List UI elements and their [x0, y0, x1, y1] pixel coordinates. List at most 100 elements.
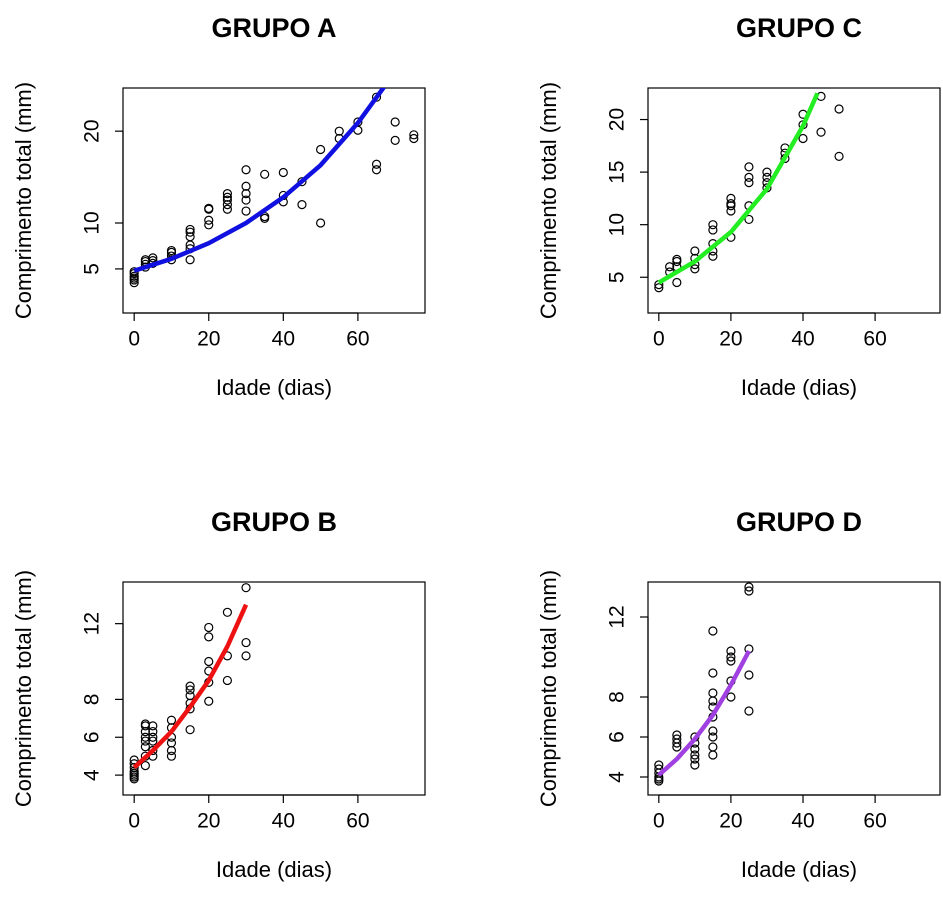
data-point [185, 255, 195, 265]
data-point [166, 738, 177, 748]
data-point [672, 734, 682, 744]
data-point [726, 206, 736, 216]
data-point [726, 199, 736, 209]
data-point [148, 732, 158, 742]
data-point [185, 224, 195, 235]
panel: GRUPO A Idade (dias) Comprimento total (mm… [11, 13, 426, 400]
panel: GRUPO B Idade (dias) Comprimento total (mm… [11, 507, 426, 882]
x-tick-label: 20 [197, 810, 220, 833]
data-point [834, 104, 844, 114]
plot-box [122, 87, 426, 314]
data-point [654, 283, 664, 293]
y-axis-label: Comprimento total (mm) [11, 570, 36, 807]
data-point [148, 253, 158, 263]
data-point [708, 225, 718, 235]
panel: GRUPO C Idade (dias) Comprimento total (mm… [536, 13, 941, 400]
data-point [166, 745, 177, 756]
data-point [708, 668, 718, 678]
data-point [672, 254, 682, 264]
panel-title: GRUPO C [736, 13, 862, 43]
fit-curve [132, 603, 249, 770]
data-point [148, 726, 158, 737]
data-point [260, 213, 270, 224]
y-tick-label: 4 [606, 771, 629, 783]
data-point [241, 181, 251, 191]
data-point [744, 162, 754, 172]
data-point [744, 670, 754, 680]
data-point [409, 130, 419, 140]
data-point [816, 127, 826, 137]
data-point [129, 278, 139, 288]
data-point [708, 220, 718, 230]
x-tick-label: 60 [863, 810, 886, 833]
data-point [726, 656, 736, 666]
data-point [140, 719, 150, 729]
data-point [185, 690, 195, 701]
data-point [708, 251, 718, 261]
data-point [744, 582, 754, 592]
data-point [690, 246, 700, 256]
y-tick-label: 12 [606, 605, 629, 628]
x-tick-label: 60 [863, 328, 886, 351]
data-point [726, 692, 736, 702]
data-point [762, 172, 772, 182]
data-point [222, 195, 232, 205]
y-tick-label: 10 [81, 211, 104, 234]
data-point [260, 169, 270, 179]
data-point [140, 761, 150, 771]
y-tick-label: 5 [81, 263, 104, 275]
y-tick-label: 6 [606, 731, 629, 743]
data-point [140, 721, 150, 731]
data-point [241, 195, 251, 205]
data-point [708, 750, 718, 760]
data-point [334, 126, 344, 136]
data-point [222, 204, 232, 214]
fit-curve [657, 92, 820, 285]
x-tick-label: 40 [791, 810, 814, 833]
data-point [204, 656, 214, 667]
y-tick-label: 10 [606, 213, 629, 236]
data-point [744, 706, 754, 716]
data-point [297, 200, 307, 210]
data-point [665, 262, 675, 272]
y-axis-label: Comprimento total (mm) [11, 82, 36, 319]
data-point [185, 685, 195, 695]
panel-title: GRUPO A [211, 13, 336, 43]
data-point [204, 632, 214, 642]
data-point [222, 675, 232, 686]
x-axis-label: Idade (dias) [216, 375, 332, 400]
data-point [708, 626, 718, 636]
y-tick-label: 20 [606, 108, 629, 131]
data-point [241, 206, 251, 216]
data-point [690, 750, 700, 760]
data-point [690, 760, 700, 770]
data-point [241, 583, 251, 593]
y-tick-label: 4 [81, 769, 104, 781]
y-tick-label: 12 [81, 612, 104, 635]
data-point [185, 725, 195, 735]
data-point [204, 220, 214, 230]
panel: GRUPO D Idade (dias) Comprimento total (mm… [536, 507, 941, 882]
data-point [166, 245, 177, 256]
data-point [204, 696, 214, 706]
data-point [672, 277, 682, 288]
data-point [744, 214, 754, 225]
plot-box [122, 581, 426, 796]
data-point [129, 271, 139, 281]
y-tick-label: 20 [81, 119, 104, 142]
data-point [148, 745, 158, 756]
data-point [371, 92, 382, 102]
x-tick-label: 20 [197, 328, 220, 351]
y-tick-label: 8 [606, 691, 629, 703]
data-point [241, 189, 251, 199]
data-point [726, 652, 736, 662]
y-tick-label: 8 [81, 694, 104, 706]
data-point [148, 721, 158, 731]
y-tick-label: 15 [606, 160, 629, 183]
data-point [222, 200, 232, 210]
data-point [654, 760, 664, 770]
data-point [409, 133, 419, 144]
data-point [241, 651, 251, 661]
